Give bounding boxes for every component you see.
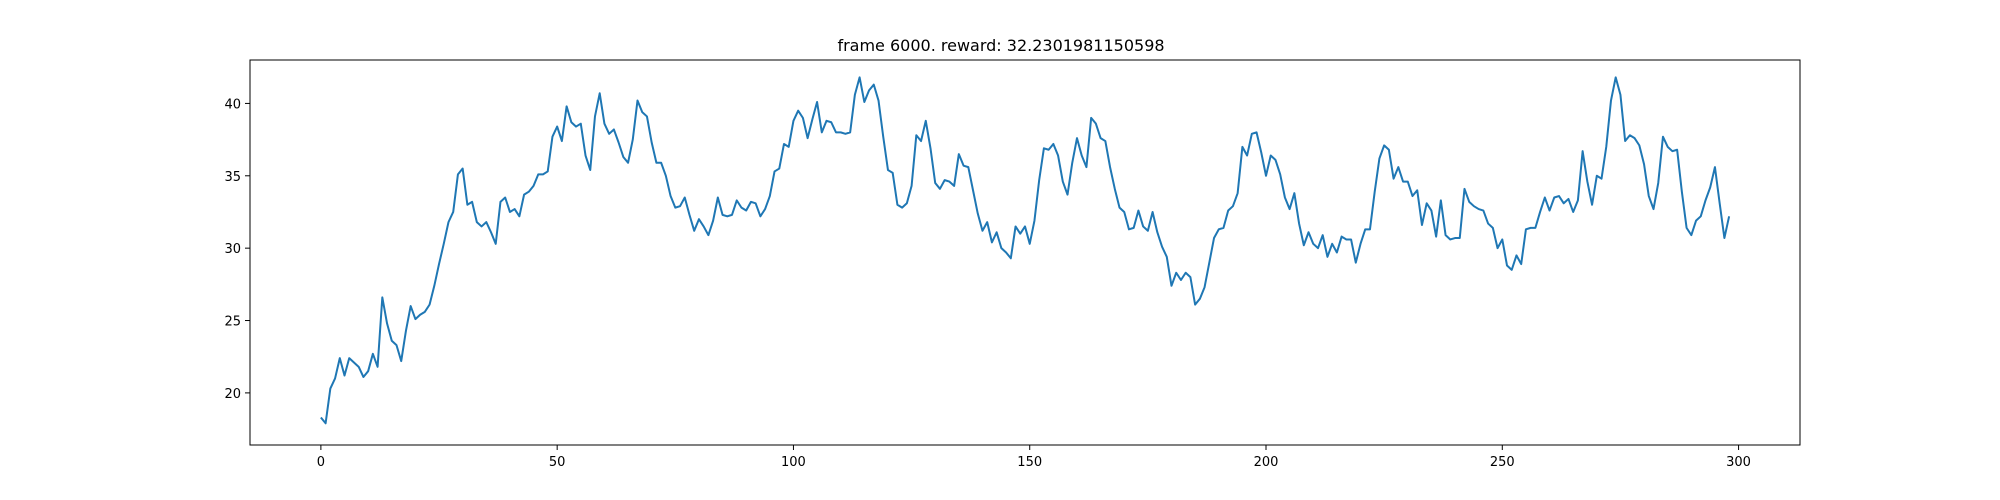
plot-area: [320, 76, 1731, 425]
y-axis: 20 25 30 35 40: [224, 97, 250, 402]
y-tick-label: 30: [224, 242, 241, 257]
x-tick-label: 200: [1254, 455, 1279, 470]
plot-frame: [249, 59, 1801, 446]
x-tick-label: 150: [1017, 455, 1042, 470]
x-tick-label: 0: [317, 455, 325, 470]
y-tick-label: 40: [224, 97, 241, 112]
y-tick-label: 35: [224, 170, 241, 185]
x-tick-label: 50: [549, 455, 566, 470]
x-tick-label: 250: [1490, 455, 1515, 470]
x-axis: 0 50 100 150 200 250 300: [317, 445, 1751, 470]
y-tick-label: 20: [224, 387, 241, 402]
chart-title: frame 6000. reward: 32.2301981150598: [837, 36, 1164, 55]
x-tick-label: 100: [781, 455, 806, 470]
x-tick-label: 300: [1726, 455, 1751, 470]
series-line-0: [320, 76, 1731, 425]
y-tick-label: 25: [224, 315, 241, 330]
